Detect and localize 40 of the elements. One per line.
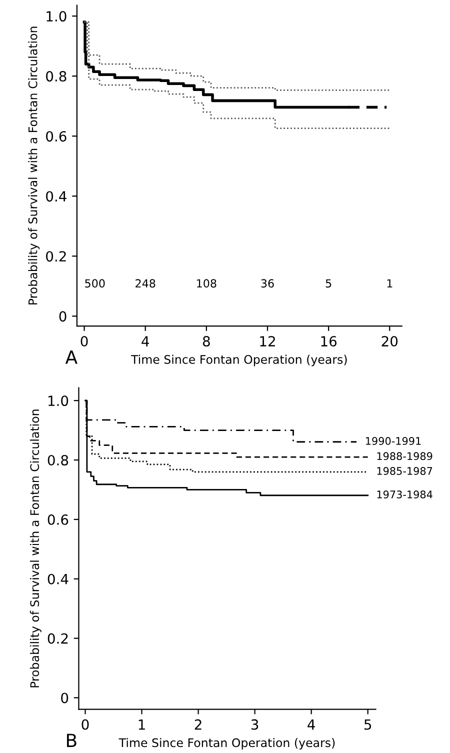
y-tick-label: 0.6 — [46, 131, 66, 142]
series-label: 1990-1991 — [366, 437, 421, 445]
text: B — [67, 734, 76, 747]
x-axis-title: Time Since Fontan Operation (years) — [130, 354, 347, 366]
y-tick-label: 0.4 — [46, 191, 66, 202]
y-axis-title: Probability of Survival with a Fontan Circulation — [28, 26, 40, 304]
x-tick-label: 0 — [80, 336, 88, 347]
x-tick-label: 2 — [194, 719, 202, 730]
x-axis-title: Time Since Fontan Operation (years) — [118, 738, 335, 750]
y-tick-label: 0.4 — [48, 574, 68, 584]
y-tick-label: 0.8 — [48, 454, 68, 466]
x-tick-label: 0 — [82, 719, 89, 730]
x-tick-label: 3 — [251, 719, 258, 730]
annotation: 500 — [85, 279, 105, 288]
series-label: 1973-1984 — [377, 490, 432, 498]
y-axis-title: Probability of Survival with a Fontan Circulation — [30, 410, 42, 688]
text: A — [65, 350, 78, 364]
x-tick-label: 16 — [321, 336, 337, 347]
y-tick-label: 1.0 — [46, 11, 66, 22]
x-tick-label: 8 — [202, 336, 210, 347]
x-tick-label: 20 — [382, 336, 398, 347]
annotation: 5 — [326, 279, 332, 288]
x-tick-label: 4 — [308, 719, 315, 730]
annotation: 36 — [261, 279, 274, 288]
y-tick-label: 0.6 — [48, 514, 68, 525]
x-tick-label: 1 — [138, 719, 145, 730]
x-tick-label: 12 — [260, 336, 275, 346]
series-label: 1988-1989 — [377, 452, 432, 460]
y-tick-label: 0.2 — [48, 633, 68, 644]
y-tick-label: 0.8 — [46, 71, 66, 82]
x-tick-label: 4 — [142, 336, 149, 346]
annotation: 248 — [136, 279, 156, 288]
y-tick-label: 0.2 — [46, 251, 66, 262]
x-tick-label: 5 — [364, 719, 372, 730]
y-tick-label: 1.0 — [48, 396, 68, 406]
y-tick-label: 0 — [59, 311, 66, 322]
series-label: 1985-1987 — [377, 467, 432, 475]
y-tick-label: 0 — [61, 692, 68, 704]
annotation: 1 — [387, 279, 392, 288]
annotation: 108 — [197, 279, 216, 288]
